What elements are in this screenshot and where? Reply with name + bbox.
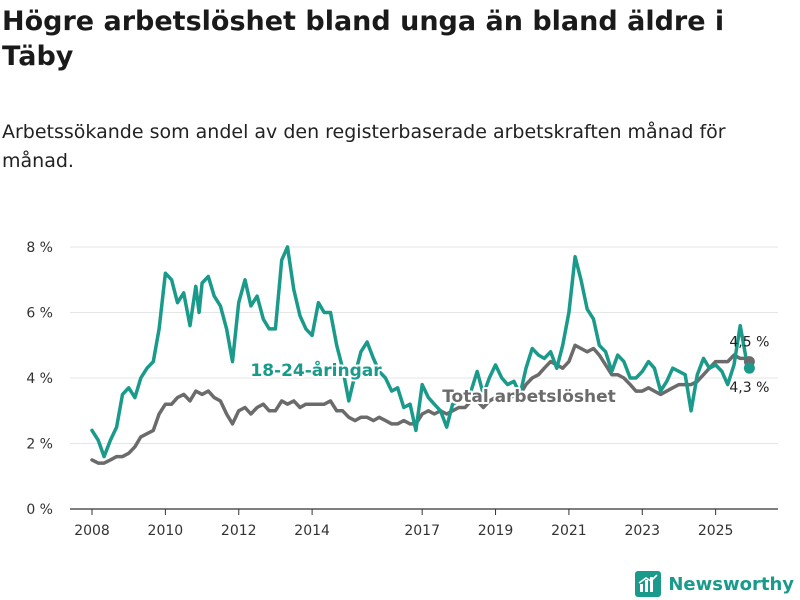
x-tick-label: 2010	[148, 523, 184, 539]
total-end-label: 4,5 %	[729, 335, 769, 351]
x-tick-label: 2012	[221, 523, 257, 539]
y-tick-label: 4 %	[26, 371, 53, 387]
newsworthy-logo-icon	[635, 571, 662, 597]
x-tick-label: 2025	[698, 523, 734, 539]
series-lines	[90, 245, 755, 465]
axes: 0 % 2 % 4 % 6 % 8 % 2008 2010 2012 2014 2017 2019 2…	[26, 240, 733, 539]
total-series-line	[90, 343, 752, 465]
x-tick-label: 2021	[551, 523, 587, 539]
x-tick-label: 2008	[74, 523, 110, 539]
youth-end-label: 4,3 %	[729, 380, 769, 396]
x-tick-label: 2023	[624, 523, 660, 539]
x-tick-label: 2019	[478, 523, 514, 539]
chart-title: Högre arbetslöshet bland unga än bland ä…	[2, 6, 725, 72]
y-tick-label: 8 %	[26, 240, 53, 256]
youth-series-label: 18-24-åringar	[250, 359, 382, 381]
youth-series-line	[90, 245, 752, 459]
youth-end-point	[743, 362, 755, 374]
chart-subtitle: Arbetssökande som andel av den registerb…	[2, 121, 726, 172]
brand-name: Newsworthy	[668, 573, 794, 595]
x-tick-label: 2017	[404, 523, 440, 539]
newsworthy-brand[interactable]: Newsworthy	[634, 568, 794, 600]
y-tick-label: 0 %	[26, 502, 53, 518]
x-tick-label: 2014	[294, 523, 330, 539]
total-series-label: Total arbetslöshet	[442, 387, 616, 407]
y-tick-label: 2 %	[26, 437, 53, 453]
series-labels: 4,5 % 4,3 % 18-24-åringar Total arbetslöshe…	[248, 335, 769, 409]
gridlines	[70, 246, 778, 510]
y-tick-label: 6 %	[26, 306, 53, 322]
